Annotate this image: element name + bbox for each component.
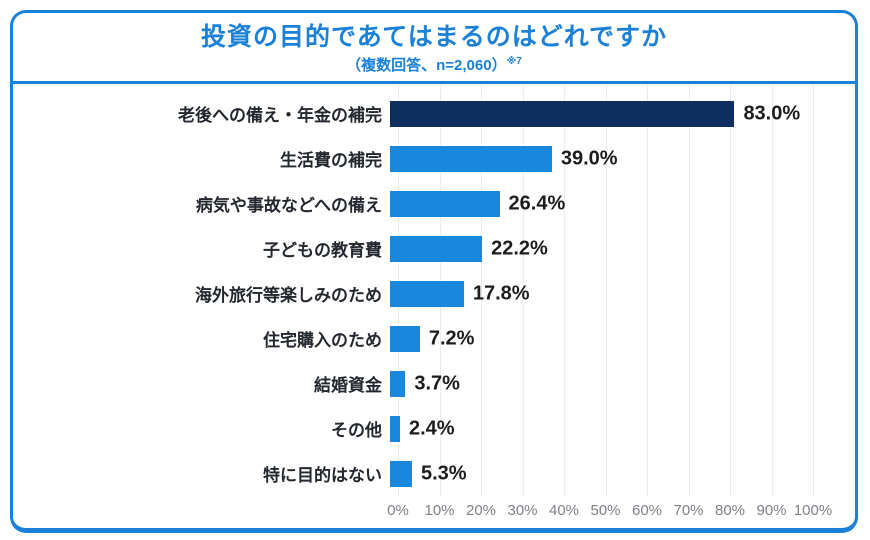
bar [390,190,500,217]
category-label: 老後への備え・年金の補完 [178,106,382,125]
chart-panel: 投資の目的であてはまるのはどれですか （複数回答、n=2,060）※7 老後への… [10,10,858,533]
chart-subtitle-text: （複数回答、n=2,060） [346,56,507,74]
chart-title: 投資の目的であてはまるのはどれですか [200,23,667,52]
category-label: 生活費の補完 [280,151,382,170]
x-axis-tick: 0% [387,502,409,519]
bar-track: 26.4% [390,190,805,217]
x-axis-tick: 20% [465,502,497,519]
chart-subtitle-footnote: ※7 [506,55,522,67]
x-axis-tick: 50% [590,502,621,519]
value-label: 39.0% [560,147,618,169]
value-label: 17.8% [472,282,530,304]
category-label: その他 [331,421,382,440]
category-label: 病気や事故などへの備え [195,196,382,215]
bar [390,370,406,397]
category-label: 結婚資金 [314,376,382,395]
bar [390,145,552,172]
bar-track: 83.0% [390,100,805,127]
x-axis-tick: 80% [714,502,746,519]
bar-track: 7.2% [390,325,805,352]
chart-row: その他 2.4% [13,406,855,451]
chart-row: 子どもの教育費 22.2% [13,226,855,271]
value-label: 3.7% [414,372,460,394]
category-label: 特に目的はない [263,466,382,485]
x-axis-tick: 10% [424,502,455,519]
chart-row: 海外旅行等楽しみのため 17.8% [13,271,855,316]
bar [390,460,412,487]
chart-row: 老後への備え・年金の補完 83.0% [13,91,855,136]
chart-subtitle: （複数回答、n=2,060）※7 [346,54,522,75]
bar [390,100,735,127]
value-label: 5.3% [420,462,467,484]
chart-row: 病気や事故などへの備え 26.4% [13,181,855,226]
bar-track: 5.3% [390,460,805,487]
bar-track: 39.0% [390,145,805,172]
x-axis-tick: 90% [756,502,787,519]
chart-row: 生活費の補完 39.0% [13,136,855,181]
x-axis: 0% 10% 20% 30% 40% 50% 60% 70% 80% 90% 100% [387,502,832,524]
x-axis-tick: 70% [673,502,704,519]
value-label: 83.0% [743,102,801,124]
chart-rows: 老後への備え・年金の補完 83.0% 生活費の補完 39.0% 病気や事故などへの備え 2… [13,91,855,496]
bar [390,280,464,307]
bar [390,415,400,442]
bar [390,325,420,352]
bar [390,235,483,262]
x-axis-tick: 40% [548,502,580,519]
bar-track: 22.2% [390,235,805,262]
value-label: 22.2% [491,237,548,259]
x-axis-tick: 100% [793,502,833,519]
bar-track: 2.4% [390,415,805,442]
value-label: 26.4% [508,192,566,214]
chart-row: 特に目的はない 5.3% [13,451,855,496]
x-axis-tick: 30% [507,502,538,519]
value-label: 2.4% [408,417,455,439]
bar-track: 17.8% [390,280,805,307]
category-label: 子どもの教育費 [263,241,382,260]
chart-row: 結婚資金 3.7% [13,361,855,406]
chart-row: 住宅購入のため 7.2% [13,316,855,361]
category-label: 住宅購入のため [263,331,382,350]
bar-track: 3.7% [390,370,805,397]
bar-chart: 老後への備え・年金の補完 83.0% 生活費の補完 39.0% 病気や事故などへの備え 2… [13,84,855,528]
value-label: 7.2% [428,327,475,349]
chart-header: 投資の目的であてはまるのはどれですか （複数回答、n=2,060）※7 [13,13,855,84]
category-label: 海外旅行等楽しみのため [195,286,382,305]
x-axis-tick: 60% [631,502,663,519]
